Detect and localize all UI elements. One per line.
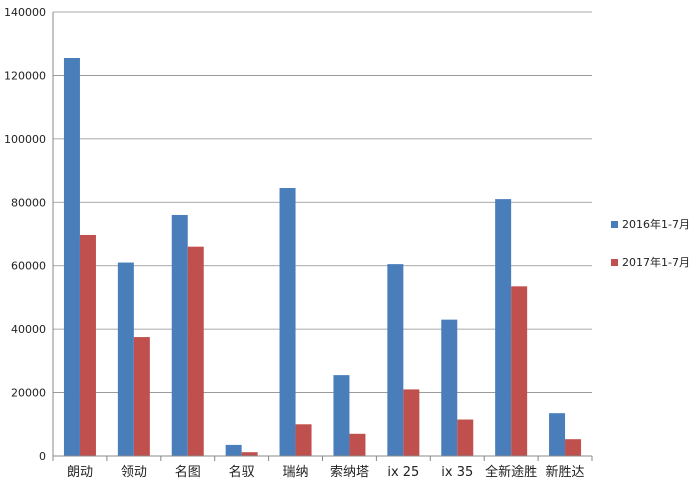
x-tick-label: 朗动 <box>67 465 93 480</box>
x-tick-label: 瑞纳 <box>283 465 309 480</box>
legend-swatch <box>611 259 618 266</box>
y-tick-label: 100000 <box>4 133 46 146</box>
bar-series-2 <box>133 337 150 456</box>
bar-series-2 <box>349 433 366 456</box>
bar-series-2 <box>403 389 420 456</box>
bar-series-1 <box>171 214 188 456</box>
x-tick-label: 领动 <box>121 465 147 480</box>
bar-series-1 <box>387 264 404 456</box>
y-tick-label: 60000 <box>11 260 46 273</box>
x-tick-label: 名图 <box>175 464 201 480</box>
bar-series-1 <box>495 199 512 456</box>
x-axis: 朗动 领动 名图 名驭 瑞纳 索纳塔 ix 25 ix 35 全新途胜 新胜达 <box>52 455 593 480</box>
bar-series-2 <box>79 234 96 456</box>
x-tick-label: 索纳塔 <box>330 465 369 480</box>
y-tick-label: 140000 <box>4 6 46 19</box>
bar-series-2 <box>295 424 312 456</box>
x-tick-label: 新胜达 <box>546 464 585 480</box>
legend-label: 2017年1-7月 <box>622 255 690 269</box>
bar-series-1 <box>117 262 134 456</box>
bar-series-2 <box>187 246 204 456</box>
y-axis: 0 20000 40000 60000 80000 100000 120000 140000 <box>4 6 54 463</box>
bar-series-1 <box>441 319 458 456</box>
gridlines <box>53 11 592 393</box>
y-tick-label: 20000 <box>11 387 46 400</box>
x-tick-label: 全新途胜 <box>485 464 537 480</box>
x-tick-label: ix 25 <box>387 465 419 480</box>
bars <box>63 57 582 456</box>
x-tick-label: ix 35 <box>441 465 473 480</box>
x-tick-label: 名驭 <box>229 464 255 480</box>
y-tick-label: 0 <box>39 450 46 463</box>
bar-series-1 <box>225 444 242 456</box>
legend: 2016年1-7月 2017年1-7月 <box>611 217 690 269</box>
bar-series-2 <box>241 452 258 456</box>
bar-series-1 <box>333 375 350 456</box>
y-tick-label: 120000 <box>4 69 46 82</box>
bar-series-1 <box>549 413 566 456</box>
y-tick-label: 40000 <box>11 323 46 336</box>
y-tick-label: 80000 <box>11 196 46 209</box>
bar-series-2 <box>457 419 474 456</box>
legend-label: 2016年1-7月 <box>622 217 690 231</box>
bar-series-1 <box>279 188 296 456</box>
bar-series-2 <box>565 439 582 456</box>
bar-series-1 <box>63 57 80 456</box>
bar-series-2 <box>511 286 528 456</box>
legend-swatch <box>611 221 618 228</box>
